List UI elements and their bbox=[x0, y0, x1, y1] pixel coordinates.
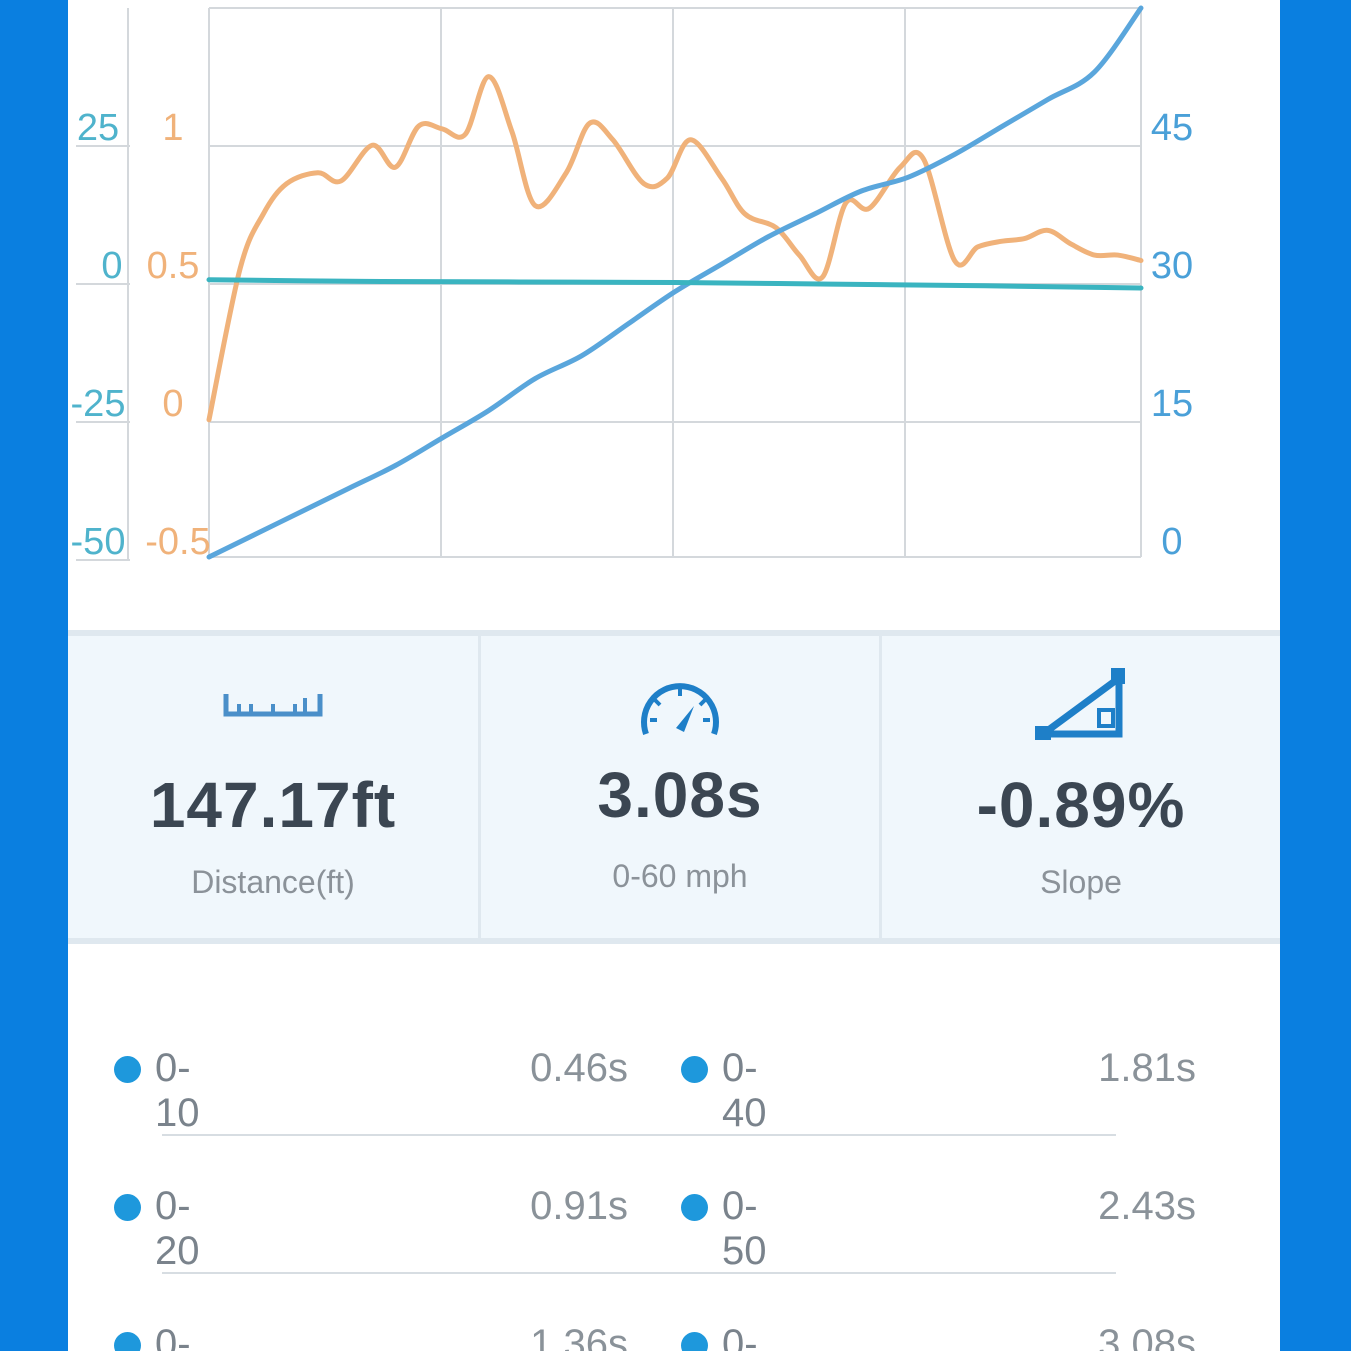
left-outer-tick-label: 25 bbox=[77, 107, 119, 149]
stats-panel: 147.17ft Distance(ft) 3.08s 0-60 mph bbox=[68, 630, 1280, 944]
left-inner-tick-label: 1 bbox=[162, 107, 183, 149]
left-outer-tick-label: -50 bbox=[71, 521, 126, 563]
bullet-dot-icon bbox=[114, 1056, 141, 1083]
split-times: 0-10 0.46s 0-40 1.81s 0-20 0.91s 0-50 2.… bbox=[68, 944, 1280, 1351]
left-inner-tick-label: 0 bbox=[162, 383, 183, 425]
split-row: 0-10 0.46s 0-40 1.81s bbox=[68, 1022, 1280, 1135]
stat-distance: 147.17ft Distance(ft) bbox=[68, 636, 481, 938]
stat-slope-label: Slope bbox=[1040, 864, 1122, 900]
stat-slope-value: -0.89% bbox=[976, 769, 1186, 841]
row-divider bbox=[162, 1134, 1116, 1136]
split-time: 3.08s bbox=[1098, 1322, 1196, 1351]
bullet-dot-icon bbox=[114, 1194, 141, 1221]
right-tick-label: 45 bbox=[1151, 107, 1193, 149]
split-time: 0.46s bbox=[530, 1046, 628, 1090]
row-divider bbox=[162, 1272, 1116, 1274]
stat-distance-label: Distance(ft) bbox=[191, 864, 355, 900]
stat-zero-sixty-label: 0-60 mph bbox=[612, 858, 748, 894]
stat-distance-value: 147.17ft bbox=[149, 769, 397, 841]
split-range: 0-50 bbox=[722, 1184, 767, 1273]
bullet-dot-icon bbox=[681, 1332, 708, 1351]
stat-slope: -0.89% Slope bbox=[882, 636, 1280, 938]
stat-zero-sixty: 3.08s 0-60 mph bbox=[481, 636, 882, 938]
split-row: 0-30 1.36s 0-60 3.08s bbox=[68, 1298, 1280, 1351]
series-line-0 bbox=[206, 74, 1144, 423]
split-range: 0-60 bbox=[722, 1322, 758, 1351]
bullet-dot-icon bbox=[681, 1194, 708, 1221]
bullet-dot-icon bbox=[681, 1056, 708, 1083]
split-time: 1.36s bbox=[530, 1322, 628, 1351]
split-time: 0.91s bbox=[530, 1184, 628, 1228]
series-line-1 bbox=[206, 5, 1144, 560]
bullet-dot-icon bbox=[114, 1332, 141, 1351]
split-range: 0-10 bbox=[155, 1046, 200, 1135]
right-tick-label: 30 bbox=[1151, 245, 1193, 287]
left-inner-tick-label: 0.5 bbox=[147, 245, 200, 287]
ruler-icon bbox=[223, 692, 323, 723]
split-range: 0-30 bbox=[155, 1322, 191, 1351]
chart-svg: 25 0 -25 -50 1 0.5 0 -0.5 45 30 15 0 bbox=[71, 5, 1193, 563]
split-range: 0-20 bbox=[155, 1184, 200, 1273]
left-outer-tick-label: -25 bbox=[71, 383, 126, 425]
split-range: 0-40 bbox=[722, 1046, 767, 1135]
result-screen: 25 0 -25 -50 1 0.5 0 -0.5 45 30 15 0 147.17ft Dista… bbox=[68, 0, 1280, 1351]
split-time: 2.43s bbox=[1098, 1184, 1196, 1228]
speedometer-icon bbox=[638, 676, 722, 743]
right-tick-label: 15 bbox=[1151, 383, 1193, 425]
slope-icon bbox=[1032, 666, 1127, 747]
series-line-2 bbox=[206, 277, 1144, 291]
left-inner-tick-label: -0.5 bbox=[145, 521, 210, 563]
right-tick-label: 0 bbox=[1161, 521, 1182, 563]
left-outer-tick-label: 0 bbox=[101, 245, 122, 287]
split-row: 0-20 0.91s 0-50 2.43s bbox=[68, 1160, 1280, 1273]
acceleration-chart: 25 0 -25 -50 1 0.5 0 -0.5 45 30 15 0 bbox=[68, 0, 1280, 610]
split-time: 1.81s bbox=[1098, 1046, 1196, 1090]
stat-zero-sixty-value: 3.08s bbox=[597, 759, 763, 831]
